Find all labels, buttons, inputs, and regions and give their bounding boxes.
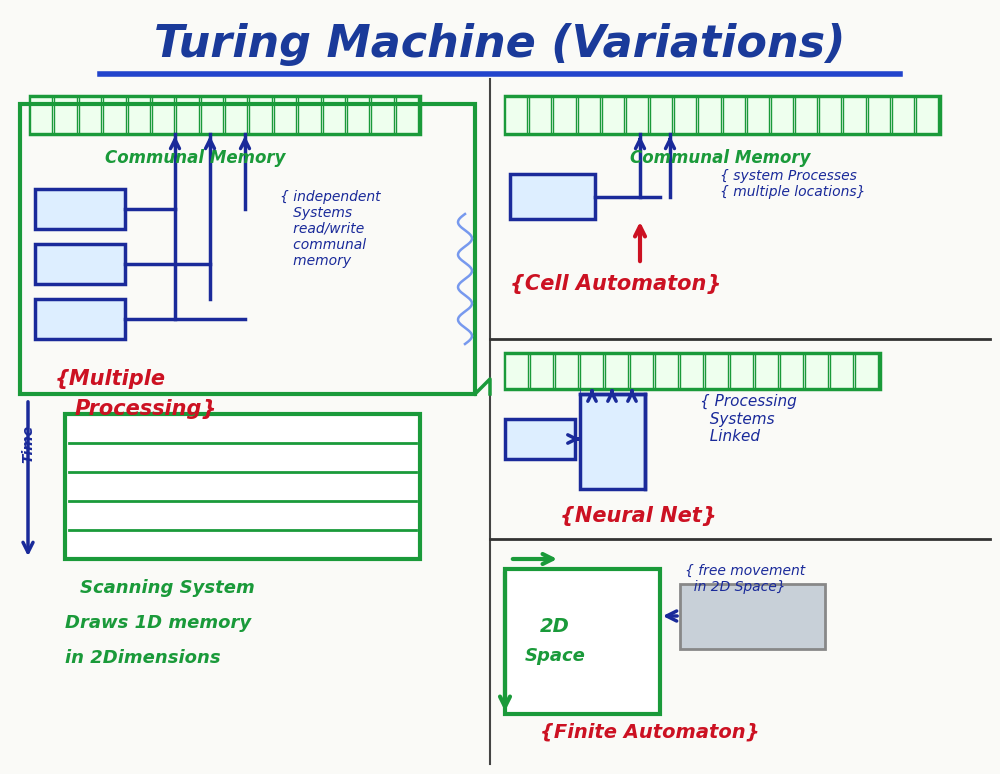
Bar [602, 97, 624, 133]
Bar [868, 97, 890, 133]
Text: Processing}: Processing} [75, 399, 217, 419]
Text: Turing Machine (Variations): Turing Machine (Variations) [154, 22, 846, 66]
Bar [35, 299, 125, 339]
Bar [578, 97, 600, 133]
Bar [722, 97, 745, 133]
Bar [626, 97, 648, 133]
Text: { system Processes
{ multiple locations}: { system Processes { multiple locations} [720, 169, 866, 199]
Text: 2D: 2D [540, 617, 570, 635]
Bar [54, 97, 77, 133]
Text: {Neural Net}: {Neural Net} [560, 506, 717, 526]
Bar [780, 354, 803, 388]
Bar [747, 97, 769, 133]
Text: { independent
   Systems
   read/write
   communal
   memory: { independent Systems read/write communa… [280, 190, 381, 269]
Bar [152, 97, 174, 133]
Bar [650, 97, 672, 133]
Text: {Finite Automaton}: {Finite Automaton} [540, 722, 760, 741]
Text: { free movement
  in 2D Space}: { free movement in 2D Space} [685, 564, 805, 594]
Bar [79, 97, 101, 133]
Text: Communal Memory: Communal Memory [630, 149, 810, 167]
Bar [20, 104, 475, 394]
Bar [347, 97, 369, 133]
Bar [805, 354, 828, 388]
Bar [655, 354, 678, 388]
Bar [298, 97, 320, 133]
Text: Time: Time [21, 425, 35, 463]
Bar [705, 354, 728, 388]
Bar [35, 244, 125, 284]
Bar [274, 97, 296, 133]
Bar [730, 354, 753, 388]
Bar [249, 97, 272, 133]
Bar [674, 97, 696, 133]
Bar [510, 174, 595, 219]
Bar [505, 353, 880, 389]
Bar [892, 97, 914, 133]
Text: Communal Memory: Communal Memory [105, 149, 285, 167]
Bar [680, 354, 703, 388]
Bar [698, 97, 720, 133]
Bar [371, 97, 394, 133]
Bar [916, 97, 938, 133]
Bar [630, 354, 653, 388]
Text: { Processing
  Systems
  Linked: { Processing Systems Linked [700, 394, 797, 444]
Text: Space: Space [525, 647, 585, 665]
Bar [505, 419, 575, 459]
Bar [580, 394, 645, 489]
Bar [128, 97, 150, 133]
Bar [30, 97, 52, 133]
Bar [505, 97, 527, 133]
Bar [322, 97, 345, 133]
Bar [529, 97, 551, 133]
Bar [843, 97, 866, 133]
Bar [225, 97, 247, 133]
Bar [530, 354, 553, 388]
Bar [580, 354, 603, 388]
Text: {Multiple: {Multiple [55, 369, 166, 389]
Bar [103, 97, 126, 133]
Bar [795, 97, 817, 133]
Bar [819, 97, 841, 133]
Bar [201, 97, 223, 133]
Bar [555, 354, 578, 388]
Bar [35, 189, 125, 229]
Bar [30, 96, 420, 134]
Bar [680, 584, 825, 649]
Text: in 2Dimensions: in 2Dimensions [65, 649, 221, 667]
Bar [771, 97, 793, 133]
Bar [505, 354, 528, 388]
Bar [176, 97, 199, 133]
Bar [396, 97, 418, 133]
Bar [505, 96, 940, 134]
Text: Draws 1D memory: Draws 1D memory [65, 614, 251, 632]
Text: Scanning System: Scanning System [80, 579, 255, 597]
Bar [65, 414, 420, 559]
Bar [553, 97, 576, 133]
Bar [605, 354, 628, 388]
Bar [855, 354, 878, 388]
Text: {Cell Automaton}: {Cell Automaton} [510, 274, 721, 294]
Bar [755, 354, 778, 388]
Bar [830, 354, 853, 388]
Bar [505, 569, 660, 714]
